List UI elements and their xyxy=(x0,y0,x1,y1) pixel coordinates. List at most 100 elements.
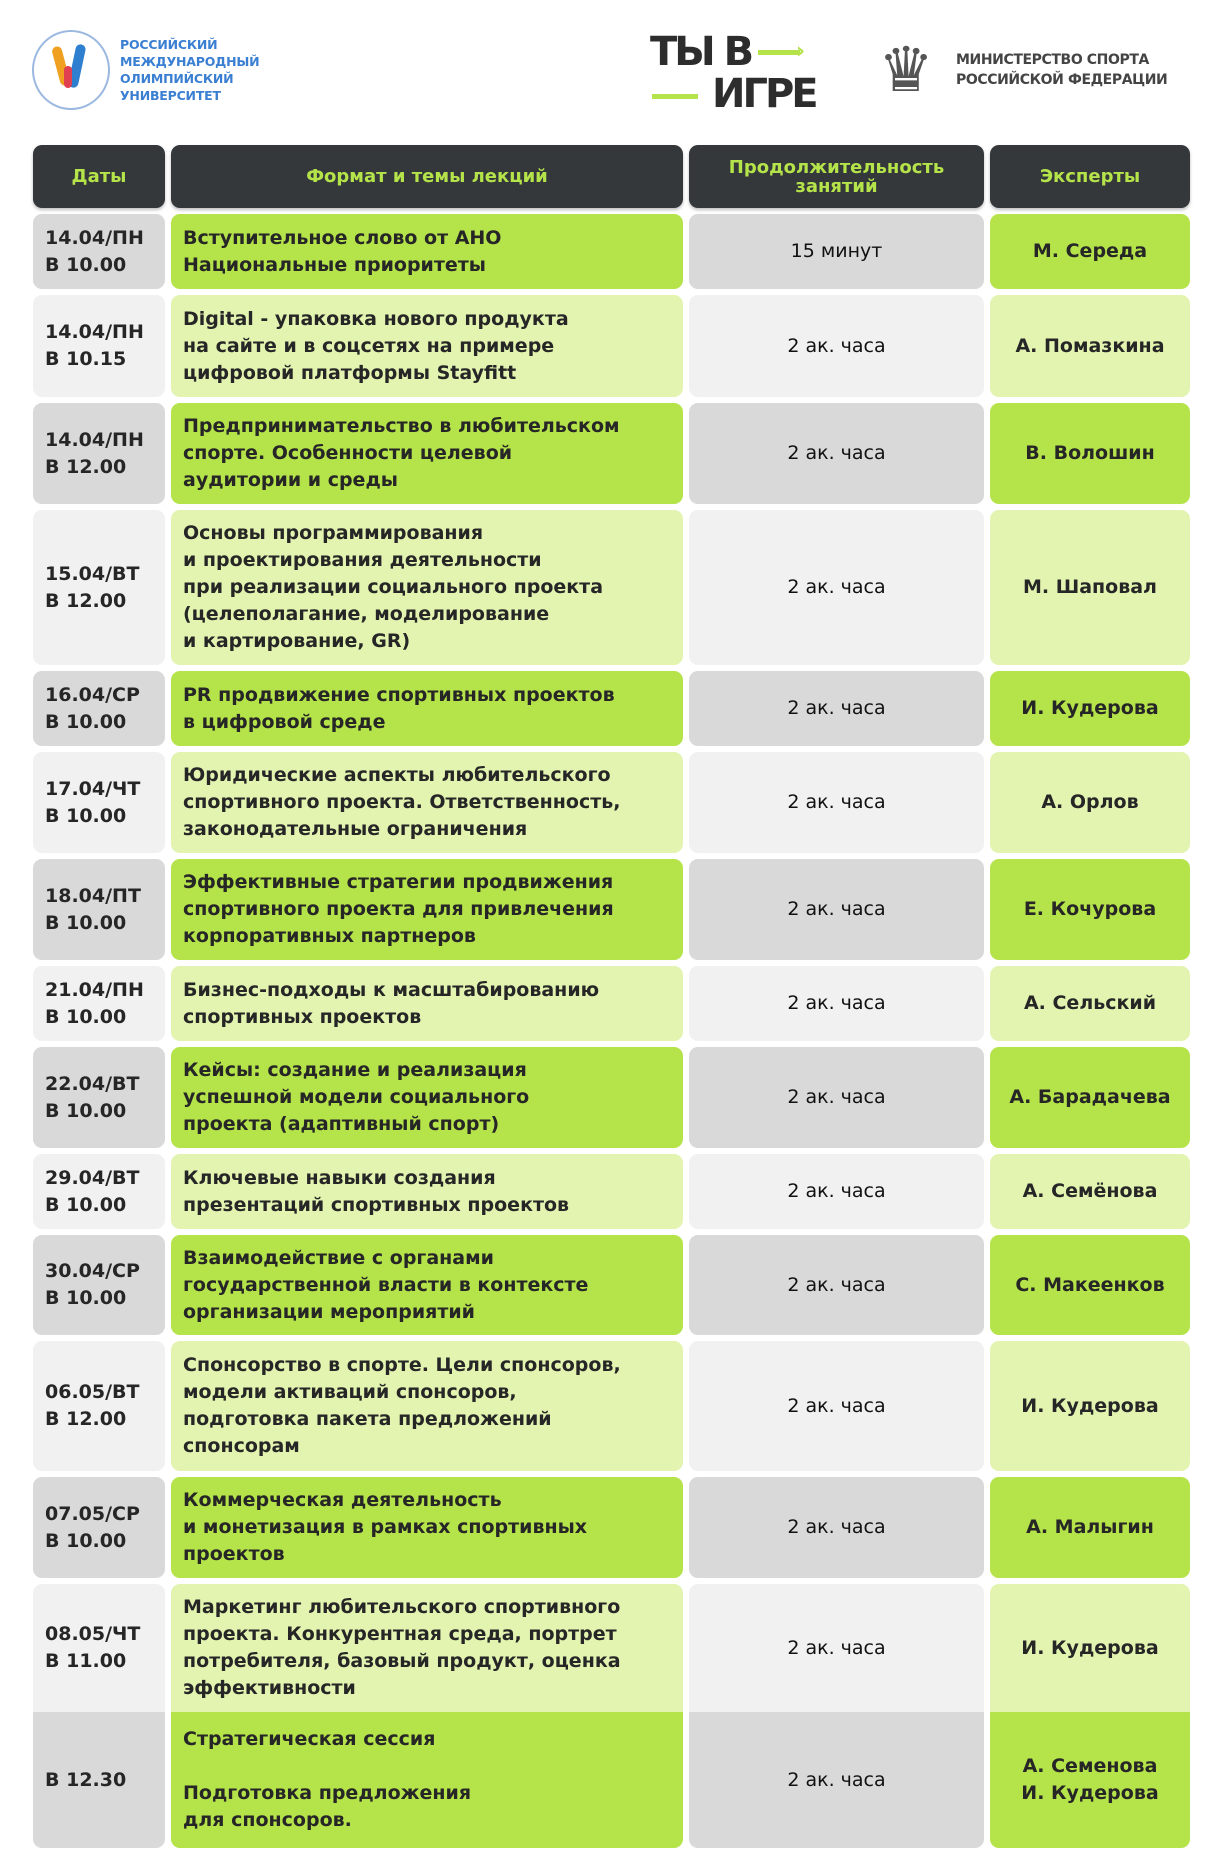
duration-cell: 2 ак. часа xyxy=(689,295,984,397)
university-name-line: УНИВЕРСИТЕТ xyxy=(120,88,221,103)
university-name-line: РОССИЙСКИЙ xyxy=(120,37,218,52)
date-cell: 14.04/ПН В 12.00 xyxy=(33,403,165,504)
ministry-name: МИНИСТЕРСТВО СПОРТА РОССИЙСКОЙ ФЕДЕРАЦИИ xyxy=(956,50,1168,90)
duration-cell-text: 2 ак. часа xyxy=(787,1768,886,1791)
date-cell-text: 22.04/ВТ В 10.00 xyxy=(45,1072,140,1122)
ty-v-igre-logo: ТЫ В › ИГРЕ xyxy=(650,30,820,116)
topic-cell-text: Маркетинг любительского спортивного прое… xyxy=(183,1596,621,1699)
date-cell: В 12.30 xyxy=(33,1712,165,1848)
expert-cell-text: А. Барадачева xyxy=(1009,1086,1171,1108)
logo-bar xyxy=(652,94,698,99)
duration-cell-text: 2 ак. часа xyxy=(787,1086,886,1108)
topic-cell: PR продвижение спортивных проектов в циф… xyxy=(171,671,683,746)
duration-cell-text: 2 ак. часа xyxy=(787,898,886,920)
duration-cell-text: 2 ак. часа xyxy=(787,1394,886,1417)
expert-cell-text: А. Сельский xyxy=(1023,992,1157,1014)
duration-cell: 2 ак. часа xyxy=(689,1047,984,1148)
topic-cell: Бизнес-подходы к масштабированию спортив… xyxy=(171,966,683,1041)
duration-cell: 2 ак. часа xyxy=(689,1235,984,1335)
university-logo: РОССИЙСКИЙ МЕЖДУНАРОДНЫЙ ОЛИМПИЙСКИЙ УНИ… xyxy=(32,30,260,110)
duration-cell: 2 ак. часа xyxy=(689,1712,984,1848)
duration-cell-text: 2 ак. часа xyxy=(787,334,886,357)
expert-cell: С. Макеенков xyxy=(990,1235,1190,1335)
topic-cell-text: Вступительное слово от АНО Национальные … xyxy=(183,226,502,276)
schedule-table: Даты Формат и темы лекций Продолжительно… xyxy=(33,145,1190,1848)
topic-cell: Маркетинг любительского спортивного прое… xyxy=(171,1584,683,1712)
ministry-logo: ♛ МИНИСТЕРСТВО СПОРТА РОССИЙСКОЙ ФЕДЕРАЦ… xyxy=(868,30,1168,110)
duration-cell: 2 ак. часа xyxy=(689,1477,984,1578)
duration-cell: 2 ак. часа xyxy=(689,752,984,853)
date-cell-text: 18.04/ПТ В 10.00 xyxy=(45,884,141,934)
date-cell: 16.04/СР В 10.00 xyxy=(33,671,165,746)
duration-cell: 2 ак. часа xyxy=(689,671,984,746)
date-cell: 17.04/ЧТ В 10.00 xyxy=(33,752,165,853)
date-cell-text: 14.04/ПН В 10.00 xyxy=(45,226,144,276)
expert-cell-text: М. Шаповал xyxy=(1023,576,1157,598)
duration-cell: 2 ак. часа xyxy=(689,1584,984,1712)
expert-cell: М. Шаповал xyxy=(990,510,1190,665)
expert-cell-text: И. Кудерова xyxy=(1021,1636,1159,1659)
date-cell-text: 07.05/СР В 10.00 xyxy=(45,1502,140,1552)
date-cell: 18.04/ПТ В 10.00 xyxy=(33,859,165,960)
expert-cell: А. Семенова И. Кудерова xyxy=(990,1712,1190,1848)
duration-cell-text: 2 ак. часа xyxy=(787,1636,886,1659)
date-cell-text: 14.04/ПН В 10.15 xyxy=(45,321,144,370)
topic-cell: Ключевые навыки создания презентаций спо… xyxy=(171,1154,683,1229)
expert-cell: А. Помазкина xyxy=(990,295,1190,397)
double-headed-eagle-icon: ♛ xyxy=(878,33,934,106)
expert-cell-text: М. Середа xyxy=(1032,240,1148,262)
expert-cell: И. Кудерова xyxy=(990,1341,1190,1471)
topic-cell-text: Ключевые навыки создания презентаций спо… xyxy=(183,1166,570,1216)
topic-cell-text: Коммерческая деятельность и монетизация … xyxy=(183,1489,588,1565)
duration-cell-text: 2 ак. часа xyxy=(787,1273,886,1296)
date-cell-text: 29.04/ВТ В 10.00 xyxy=(45,1166,140,1216)
topic-cell-text: Юридические аспекты любительского спорти… xyxy=(183,764,621,840)
date-cell: 14.04/ПН В 10.15 xyxy=(33,295,165,397)
expert-cell: М. Середа xyxy=(990,214,1190,289)
date-cell-text: 30.04/СР В 10.00 xyxy=(45,1260,140,1309)
university-name-line: ОЛИМПИЙСКИЙ xyxy=(120,71,234,86)
topic-cell: Предпринимательство в любительском спорт… xyxy=(171,403,683,504)
expert-cell: А. Сельский xyxy=(990,966,1190,1041)
expert-cell-text: Е. Кочурова xyxy=(1023,898,1157,920)
expert-cell: И. Кудерова xyxy=(990,1584,1190,1712)
topic-cell: Стратегическая сессия Подготовка предлож… xyxy=(171,1712,683,1848)
expert-cell-text: А. Семенова И. Кудерова xyxy=(1021,1755,1159,1804)
university-name-line: МЕЖДУНАРОДНЫЙ xyxy=(120,54,260,69)
duration-cell-text: 2 ак. часа xyxy=(787,1180,886,1202)
duration-cell: 2 ак. часа xyxy=(689,1341,984,1471)
duration-cell: 2 ак. часа xyxy=(689,403,984,504)
topic-cell: Digital - упаковка нового продукта на са… xyxy=(171,295,683,397)
header-topics: Формат и темы лекций xyxy=(171,145,683,208)
topic-cell-text: Digital - упаковка нового продукта на са… xyxy=(183,307,569,384)
expert-cell-text: А. Орлов xyxy=(1041,791,1139,813)
ministry-name-line1: МИНИСТЕРСТВО СПОРТА xyxy=(956,52,1149,68)
expert-cell-text: А. Помазкина xyxy=(1015,334,1165,357)
duration-cell-text: 2 ак. часа xyxy=(787,791,886,813)
topic-cell-text: Основы программирования и проектирования… xyxy=(183,522,604,652)
duration-cell-text: 2 ак. часа xyxy=(787,992,886,1014)
date-cell-text: 21.04/ПН В 10.00 xyxy=(45,978,144,1028)
expert-cell-text: С. Макеенков xyxy=(1015,1273,1165,1296)
topic-cell-text: Взаимодействие с органами государственно… xyxy=(183,1246,589,1323)
duration-cell-text: 2 ак. часа xyxy=(787,1516,886,1538)
date-cell: 14.04/ПН В 10.00 xyxy=(33,214,165,289)
topic-cell: Взаимодействие с органами государственно… xyxy=(171,1235,683,1335)
date-cell: 06.05/ВТ В 12.00 xyxy=(33,1341,165,1471)
topic-cell-text: Бизнес-подходы к масштабированию спортив… xyxy=(183,978,600,1028)
duration-cell: 2 ак. часа xyxy=(689,1154,984,1229)
logo-bar xyxy=(758,50,800,55)
topic-cell-text: PR продвижение спортивных проектов в циф… xyxy=(183,683,615,733)
topic-cell: Вступительное слово от АНО Национальные … xyxy=(171,214,683,289)
duration-cell-text: 2 ак. часа xyxy=(787,576,886,598)
date-cell: 30.04/СР В 10.00 xyxy=(33,1235,165,1335)
date-cell-text: 14.04/ПН В 12.00 xyxy=(45,428,144,478)
expert-cell: В. Волошин xyxy=(990,403,1190,504)
header-dates: Даты xyxy=(33,145,165,208)
date-cell: 07.05/СР В 10.00 xyxy=(33,1477,165,1578)
university-emblem-icon xyxy=(32,30,110,110)
expert-cell-text: И. Кудерова xyxy=(1021,1394,1159,1417)
date-cell: 08.05/ЧТ В 11.00 xyxy=(33,1584,165,1712)
date-cell: 21.04/ПН В 10.00 xyxy=(33,966,165,1041)
expert-cell-text: А. Малыгин xyxy=(1026,1516,1154,1538)
